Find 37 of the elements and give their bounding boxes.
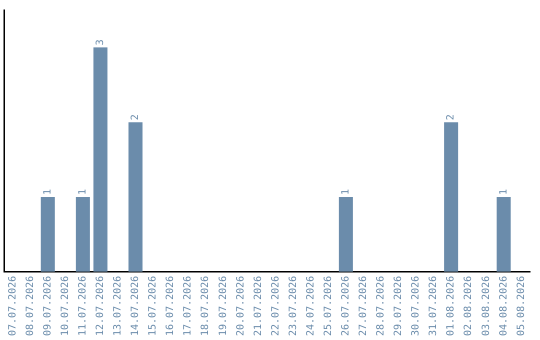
x-tick-label: 05.08.2026 xyxy=(516,276,527,336)
x-tick-label: 19.07.2026 xyxy=(218,276,229,336)
x-tick-label: 07.07.2026 xyxy=(7,276,18,336)
x-tick-label: 29.07.2026 xyxy=(393,276,404,336)
x-tick-label: 21.07.2026 xyxy=(252,276,264,336)
x-tick-label: 13.07.2026 xyxy=(112,276,124,336)
data-label: 1 xyxy=(42,188,54,195)
x-tick-label: 30.07.2026 xyxy=(410,276,422,336)
data-label: 1 xyxy=(77,188,88,195)
x-tick-label: 18.07.2026 xyxy=(200,276,212,336)
x-tick-label: 10.07.2026 xyxy=(60,276,71,336)
x-tick-label: 12.07.2026 xyxy=(95,276,106,336)
x-tick-label: 04.08.2026 xyxy=(498,276,510,336)
x-tick-label: 25.07.2026 xyxy=(322,276,334,336)
x-tick-label: 03.08.2026 xyxy=(480,276,492,336)
x-tick-label: 28.07.2026 xyxy=(376,276,387,336)
x-tick-label: 17.07.2026 xyxy=(182,276,194,336)
x-tick-label: 22.07.2026 xyxy=(270,276,282,336)
x-tick-label: 26.07.2026 xyxy=(340,276,352,336)
x-tick-label: 23.07.2026 xyxy=(288,276,299,336)
x-tick-label: 11.07.2026 xyxy=(77,276,88,336)
x-tick-label: 01.08.2026 xyxy=(446,276,457,336)
data-label: 2 xyxy=(446,114,457,120)
x-tick-label: 24.07.2026 xyxy=(305,276,316,336)
x-tick-label: 14.07.2026 xyxy=(130,276,142,336)
x-tick-label: 20.07.2026 xyxy=(235,276,246,336)
data-label: 1 xyxy=(340,188,352,195)
data-label: 3 xyxy=(95,39,106,46)
x-tick-label: 27.07.2026 xyxy=(358,276,370,336)
x-tick-label: 16.07.2026 xyxy=(165,276,176,336)
x-tick-label: 15.07.2026 xyxy=(148,276,159,336)
x-tick-label: 08.07.2026 xyxy=(24,276,36,336)
x-tick-label: 02.08.2026 xyxy=(463,276,474,336)
x-tick-label: 09.07.2026 xyxy=(42,276,54,336)
x-tick-label: 31.07.2026 xyxy=(428,276,440,336)
data-label: 2 xyxy=(130,114,142,120)
data-label: 1 xyxy=(498,188,510,195)
